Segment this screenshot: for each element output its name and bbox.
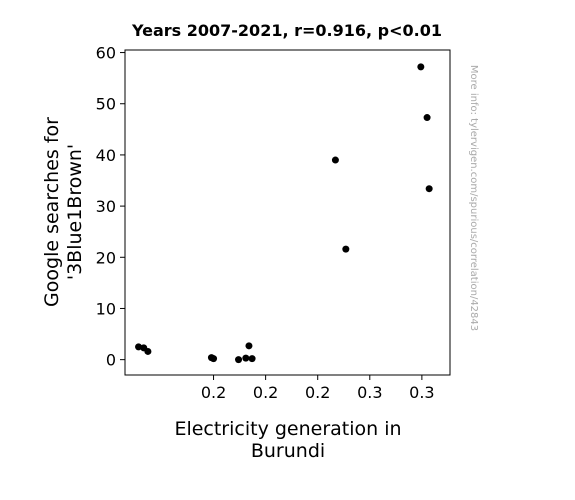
x-axis: 0.2 0.2 0.2 0.3 0.3 bbox=[201, 375, 435, 402]
x-tick-label: 0.2 bbox=[305, 383, 330, 402]
y-axis: 0 10 20 30 40 50 60 bbox=[96, 44, 125, 370]
chart-title: Years 2007-2021, r=0.916, p<0.01 bbox=[131, 21, 442, 40]
data-point bbox=[331, 156, 339, 164]
data-point bbox=[417, 63, 425, 71]
x-axis-label-line-1: Electricity generation in bbox=[174, 418, 401, 440]
data-point bbox=[235, 356, 243, 364]
y-tick-label: 40 bbox=[96, 146, 116, 165]
data-point bbox=[135, 343, 143, 351]
x-tick-label: 0.3 bbox=[357, 383, 382, 402]
x-axis-label-line-2: Burundi bbox=[251, 440, 325, 462]
data-point bbox=[342, 245, 350, 253]
data-point bbox=[425, 185, 433, 193]
data-point bbox=[248, 355, 256, 363]
plot-area bbox=[124, 49, 451, 376]
x-tick-label: 0.2 bbox=[253, 383, 278, 402]
data-point bbox=[144, 347, 152, 355]
source-note: More info: tylervigen.com/spurious/corre… bbox=[468, 65, 479, 331]
y-tick-label: 60 bbox=[96, 44, 116, 63]
data-points bbox=[135, 63, 433, 364]
x-tick-label: 0.3 bbox=[409, 383, 434, 402]
x-tick-label: 0.2 bbox=[201, 383, 226, 402]
y-tick-label: 50 bbox=[96, 95, 116, 114]
y-tick-label: 30 bbox=[96, 197, 116, 216]
y-axis-label-line-2: '3Blue1Brown' bbox=[64, 144, 86, 280]
data-point bbox=[423, 114, 431, 122]
data-point bbox=[242, 354, 250, 362]
y-tick-label: 10 bbox=[96, 299, 116, 318]
y-tick-label: 0 bbox=[106, 351, 116, 370]
data-point bbox=[245, 342, 253, 350]
data-point bbox=[210, 355, 218, 363]
y-tick-label: 20 bbox=[96, 248, 116, 267]
y-axis-label-line-1: Google searches for bbox=[41, 117, 63, 307]
